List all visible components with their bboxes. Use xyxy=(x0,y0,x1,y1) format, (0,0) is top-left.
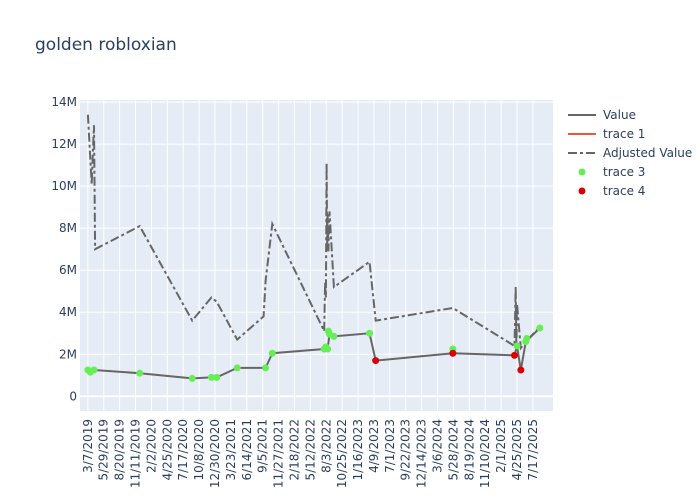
data-point xyxy=(372,357,380,365)
x-tick-label: 7/17/2020 xyxy=(176,419,190,481)
x-tick-label: 12/14/2023 xyxy=(415,419,429,488)
data-point xyxy=(330,332,338,340)
x-axis: 3/7/2019 5/29/2019 8/20/2019 11/11/2019 2/2/… xyxy=(81,419,540,488)
x-tick-label: 2/2/2020 xyxy=(144,419,158,473)
data-point xyxy=(207,373,215,381)
y-axis: 0 2M 4M 6M 8M 10M 12M 14M xyxy=(51,95,77,403)
x-tick-label: 4/25/2020 xyxy=(160,419,174,481)
legend-swatch xyxy=(578,187,586,195)
y-tick-label: 4M xyxy=(59,305,77,319)
data-point xyxy=(513,342,521,350)
data-point xyxy=(523,335,531,343)
x-tick-label: 3/6/2024 xyxy=(431,419,445,473)
data-point xyxy=(536,324,544,332)
data-point xyxy=(366,329,374,337)
x-tick-label: 8/20/2019 xyxy=(113,419,127,481)
data-point xyxy=(233,364,241,372)
x-tick-label: 9/5/2021 xyxy=(256,419,270,473)
legend-item: trace 1 xyxy=(568,127,645,141)
x-tick-label: 11/10/2024 xyxy=(478,419,492,488)
legend-item: trace 3 xyxy=(578,165,645,179)
x-tick-label: 5/29/2019 xyxy=(97,419,111,481)
x-tick-label: 11/27/2021 xyxy=(272,419,286,488)
x-tick-label: 5/12/2022 xyxy=(303,419,317,481)
legend-item: Value xyxy=(568,108,636,122)
y-tick-label: 0 xyxy=(69,389,77,403)
y-tick-label: 6M xyxy=(59,263,77,277)
data-point xyxy=(262,364,270,372)
x-tick-label: 10/8/2020 xyxy=(192,419,206,481)
legend-item: Adjusted Value xyxy=(568,146,692,160)
legend-swatch xyxy=(578,168,586,176)
y-tick-label: 8M xyxy=(59,221,77,235)
legend-label: Adjusted Value xyxy=(603,146,692,160)
data-point xyxy=(449,349,457,357)
legend-label: trace 1 xyxy=(603,127,645,141)
data-point xyxy=(90,366,98,374)
x-tick-label: 10/25/2022 xyxy=(335,419,349,488)
plot-background xyxy=(80,100,553,411)
x-tick-label: 6/14/2021 xyxy=(240,419,254,481)
x-tick-label: 2/1/2025 xyxy=(494,419,508,473)
x-tick-label: 7/1/2023 xyxy=(383,419,397,473)
data-point xyxy=(213,373,221,381)
y-tick-label: 10M xyxy=(51,179,77,193)
x-tick-label: 9/22/2023 xyxy=(399,419,413,481)
legend-label: trace 4 xyxy=(603,184,645,198)
legend: Value trace 1 Adjusted Value trace 3 trace 4 xyxy=(568,108,692,198)
x-tick-label: 2/18/2022 xyxy=(287,419,301,481)
legend-item: trace 4 xyxy=(578,184,645,198)
x-tick-label: 8/3/2022 xyxy=(319,419,333,473)
x-tick-label: 4/9/2023 xyxy=(367,419,381,473)
x-tick-label: 7/17/2025 xyxy=(526,419,540,481)
data-point xyxy=(136,369,144,377)
data-point xyxy=(188,374,196,382)
y-tick-label: 2M xyxy=(59,347,77,361)
series-line-adjusted-value xyxy=(86,114,541,351)
data-point xyxy=(324,345,332,353)
legend-label: trace 3 xyxy=(603,165,645,179)
x-tick-label: 5/28/2024 xyxy=(446,419,460,481)
x-tick-label: 1/16/2023 xyxy=(351,419,365,481)
y-tick-label: 14M xyxy=(51,95,77,109)
x-tick-label: 12/30/2020 xyxy=(208,419,222,488)
x-tick-label: 8/19/2024 xyxy=(462,419,476,481)
x-tick-label: 3/7/2019 xyxy=(81,419,95,473)
data-point xyxy=(517,366,525,374)
x-tick-label: 4/25/2025 xyxy=(510,419,524,481)
x-tick-label: 11/11/2019 xyxy=(129,419,143,488)
series-layer xyxy=(84,114,544,382)
gridlines xyxy=(80,100,553,411)
data-point xyxy=(511,351,519,359)
chart-title: golden robloxian xyxy=(35,35,177,55)
y-tick-label: 12M xyxy=(51,137,77,151)
data-point xyxy=(268,349,276,357)
legend-label: Value xyxy=(603,108,636,122)
x-tick-label: 3/23/2021 xyxy=(224,419,238,481)
